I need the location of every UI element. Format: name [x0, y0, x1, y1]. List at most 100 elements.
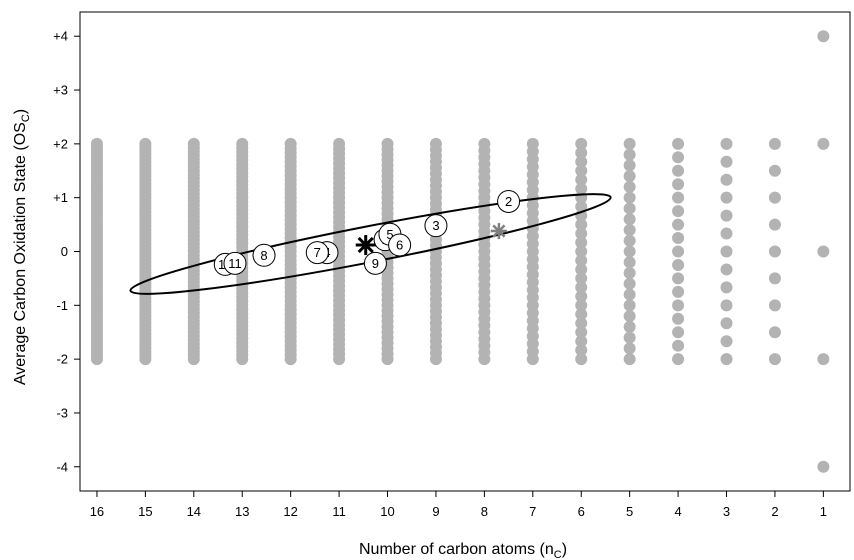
state-point	[768, 272, 781, 285]
state-point	[575, 227, 588, 240]
x-tick-label: 14	[187, 504, 201, 519]
state-point	[623, 191, 636, 204]
state-point	[478, 137, 491, 150]
state-point	[720, 227, 733, 240]
state-point	[817, 353, 830, 366]
asterisk-stroke	[492, 224, 506, 238]
possible-states-layer	[90, 30, 830, 473]
x-tick-label: 16	[90, 504, 104, 519]
state-point	[720, 137, 733, 150]
state-point	[90, 137, 103, 150]
numbered-marker-11: 11	[223, 251, 247, 275]
state-point	[575, 218, 588, 231]
numbered-marker-9: 9	[363, 251, 387, 275]
state-point	[623, 180, 636, 193]
state-point	[768, 191, 781, 204]
state-point	[720, 263, 733, 276]
marker-circle	[388, 233, 412, 257]
state-point	[720, 299, 733, 312]
state-point	[623, 159, 636, 172]
state-point	[672, 312, 685, 325]
x-axis-title-main: Number of carbon atoms (n	[359, 541, 554, 558]
marker-layer: 1234567891011	[213, 189, 521, 276]
state-point	[623, 342, 636, 355]
x-tick-label: 11	[332, 504, 346, 519]
state-point	[768, 245, 781, 258]
state-point	[720, 245, 733, 258]
state-point	[817, 137, 830, 150]
state-point	[139, 137, 152, 150]
x-tick-label: 5	[626, 504, 633, 519]
y-axis-title-main: Average Carbon Oxidation State (OS	[12, 122, 29, 385]
marker-label: 11	[228, 256, 242, 271]
state-point	[575, 137, 588, 150]
x-axis-title-tail: )	[562, 541, 567, 558]
x-tick-label: 3	[723, 504, 730, 519]
x-tick-label: 4	[674, 504, 681, 519]
y-axis-title: Average Carbon Oxidation State (OSC)	[12, 109, 32, 385]
y-tick-label: -4	[56, 459, 68, 474]
state-point	[623, 320, 636, 333]
state-point	[575, 254, 588, 267]
y-tick-label: +1	[53, 190, 68, 205]
state-point	[623, 170, 636, 183]
y-axis-title-sub: C	[20, 114, 32, 122]
state-point	[720, 173, 733, 186]
state-point	[672, 218, 685, 231]
state-point	[720, 335, 733, 348]
asterisk-stroke	[357, 236, 374, 254]
state-point	[672, 299, 685, 312]
x-tick-label: 6	[578, 504, 585, 519]
state-point	[768, 353, 781, 366]
x-axis-title-sub: C	[554, 549, 562, 560]
state-point	[575, 281, 588, 294]
state-point	[623, 310, 636, 323]
state-point	[817, 245, 830, 258]
marker-label: 5	[386, 227, 393, 242]
state-point	[672, 258, 685, 271]
state-point	[575, 155, 588, 168]
state-point	[575, 290, 588, 303]
state-point	[672, 151, 685, 164]
numbered-marker-6: 6	[388, 233, 412, 257]
x-tick-label: 12	[283, 504, 297, 519]
numbered-marker-3: 3	[424, 214, 448, 238]
marker-label: 9	[372, 256, 379, 271]
state-point	[575, 182, 588, 195]
state-point	[623, 213, 636, 226]
state-point	[623, 277, 636, 290]
state-point	[381, 137, 394, 150]
x-axis-title: Number of carbon atoms (nC)	[359, 541, 567, 560]
state-point	[623, 223, 636, 236]
state-point	[768, 137, 781, 150]
state-point	[672, 272, 685, 285]
x-tick-label: 9	[432, 504, 439, 519]
marker-circle	[305, 241, 329, 265]
state-point	[720, 353, 733, 366]
state-point	[575, 308, 588, 321]
x-tick-label: 10	[380, 504, 394, 519]
state-point	[575, 272, 588, 285]
state-point	[768, 218, 781, 231]
marker-label: 6	[396, 238, 403, 253]
x-tick-label: 15	[138, 504, 152, 519]
marker-circle	[223, 251, 247, 275]
state-point	[817, 30, 830, 43]
state-point	[672, 191, 685, 204]
marker-circle	[497, 189, 521, 213]
state-point	[187, 137, 200, 150]
state-point	[720, 155, 733, 168]
marker-label: 3	[432, 218, 439, 233]
state-point	[672, 326, 685, 339]
state-point	[672, 137, 685, 150]
numbered-marker-2: 2	[497, 189, 521, 213]
axis-layer: 16 15 14 13 12 11 10 9 8 7 6 5 4 3 2 1+4+3+2+10-1-2-3-4	[53, 29, 827, 519]
y-tick-label: -3	[56, 405, 68, 420]
state-point	[575, 263, 588, 276]
y-axis-title-tail: )	[12, 109, 29, 114]
state-point	[720, 209, 733, 222]
y-tick-label: -1	[56, 298, 68, 313]
state-point	[575, 317, 588, 330]
state-point	[672, 178, 685, 191]
